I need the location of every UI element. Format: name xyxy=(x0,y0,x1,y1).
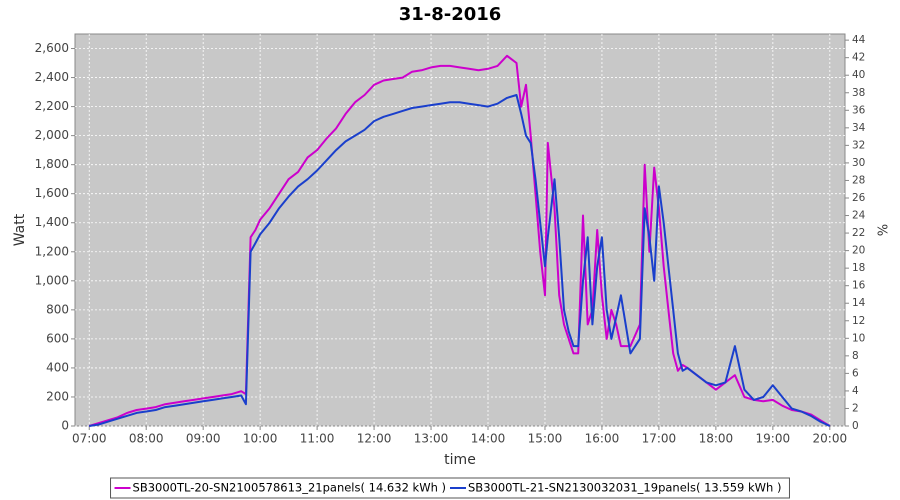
y2-tick-label: 24 xyxy=(852,210,866,222)
x-tick-label: 15:00 xyxy=(528,432,563,446)
x-tick-label: 18:00 xyxy=(699,432,734,446)
y2-tick-label: 18 xyxy=(852,262,865,274)
y2-tick-label: 38 xyxy=(852,87,865,99)
y-tick-label: 1,800 xyxy=(35,157,69,171)
y2-tick-label: 30 xyxy=(852,157,865,169)
y2-tick-label: 12 xyxy=(852,315,865,327)
x-tick-label: 12:00 xyxy=(357,432,392,446)
x-tick-label: 08:00 xyxy=(129,432,164,446)
y2-tick-label: 16 xyxy=(852,280,866,292)
y2-tick-label: 42 xyxy=(852,52,865,64)
y2-tick-label: 0 xyxy=(852,420,859,432)
y2-tick-label: 28 xyxy=(852,174,865,186)
x-tick-label: 07:00 xyxy=(72,432,107,446)
y2-tick-label: 4 xyxy=(852,385,859,397)
y-tick-label: 1,200 xyxy=(35,244,69,258)
y2-tick-label: 14 xyxy=(852,297,866,309)
legend-label: SB3000TL-20-SN2100578613_21panels( 14.63… xyxy=(133,481,446,495)
x-tick-label: 09:00 xyxy=(186,432,221,446)
y-tick-label: 2,400 xyxy=(35,70,69,84)
y2-tick-label: 36 xyxy=(852,104,866,116)
series-line xyxy=(88,54,831,427)
x-tick-label: 14:00 xyxy=(471,432,506,446)
y-tick-label: 2,600 xyxy=(35,41,69,55)
y2-tick-label: 34 xyxy=(852,122,866,134)
y-tick-label: 200 xyxy=(46,389,69,403)
y2-tick-label: 44 xyxy=(852,34,866,46)
y2-tick-label: 6 xyxy=(852,367,859,379)
chart-title: 31-8-2016 xyxy=(399,4,502,25)
x-tick-label: 17:00 xyxy=(642,432,677,446)
legend: SB3000TL-20-SN2100578613_21panels( 14.63… xyxy=(110,477,790,499)
y-tick-label: 2,200 xyxy=(35,99,69,113)
legend-label: SB3000TL-21-SN2130032031_19panels( 13.55… xyxy=(468,481,781,495)
y-tick-label: 600 xyxy=(46,331,69,345)
x-tick-label: 16:00 xyxy=(585,432,620,446)
y-tick-label: 1,400 xyxy=(35,215,69,229)
series-line xyxy=(89,94,831,427)
x-tick-label: 19:00 xyxy=(756,432,791,446)
y2-tick-label: 2 xyxy=(852,402,859,414)
y2-axis-label: % xyxy=(874,224,889,236)
y-tick-label: 2,000 xyxy=(35,128,69,142)
y-tick-label: 0 xyxy=(61,419,69,433)
y-tick-label: 400 xyxy=(46,360,69,374)
x-tick-label: 13:00 xyxy=(414,432,449,446)
x-axis-label: time xyxy=(444,452,476,468)
x-tick-label: 10:00 xyxy=(243,432,278,446)
y2-tick-label: 26 xyxy=(852,192,866,204)
y2-tick-label: 40 xyxy=(852,69,865,81)
y-axis-label: Watt xyxy=(12,213,28,246)
x-tick-label: 11:00 xyxy=(300,432,335,446)
y2-tick-label: 8 xyxy=(852,350,859,362)
x-tick-label: 20:00 xyxy=(813,432,848,446)
y-tick-label: 1,000 xyxy=(35,273,69,287)
y2-tick-label: 22 xyxy=(852,227,865,239)
y2-tick-label: 10 xyxy=(852,332,865,344)
y-tick-label: 1,600 xyxy=(35,186,69,200)
y2-tick-label: 32 xyxy=(852,139,865,151)
y2-tick-label: 20 xyxy=(852,245,865,257)
y-tick-label: 800 xyxy=(46,302,69,316)
